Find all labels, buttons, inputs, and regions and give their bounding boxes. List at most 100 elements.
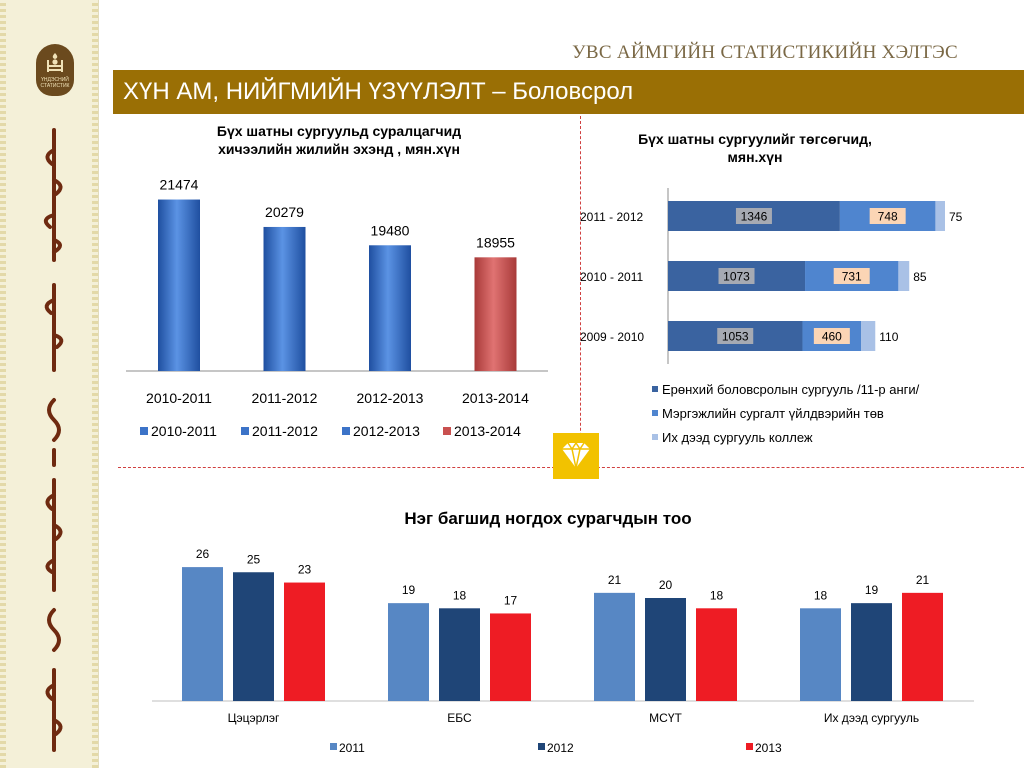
chart3-title: Нэг багшид ногдох сурагчдын тоо	[404, 509, 691, 528]
data-label-box	[813, 328, 850, 344]
enrollment-bar	[474, 257, 517, 371]
graduates-value-label: 1053	[722, 330, 749, 344]
legend-swatch	[342, 427, 350, 435]
students-per-teacher-chart: Нэг багшид ногдох сурагчдын тоо 26 25 23 Цэ…	[152, 509, 974, 755]
graduates-value-label: 731	[842, 270, 862, 284]
legend-label: Их дээд сургууль коллеж	[662, 430, 813, 445]
graduates-value-label: 460	[822, 330, 842, 344]
data-label-box	[735, 208, 772, 224]
ratio-value-label: 23	[298, 563, 312, 577]
enrollment-category-label: 2013-2014	[462, 390, 529, 406]
legend-label: 2012	[547, 741, 574, 755]
ratio-bar	[851, 603, 892, 701]
legend-label: 2011-2012	[252, 423, 318, 439]
ratio-value-label: 17	[504, 593, 518, 607]
graduates-category-label: 2009 - 2010	[580, 330, 644, 344]
ratio-category-label: Их дээд сургууль	[824, 711, 919, 725]
chart1-title-line1: Бүх шатны сургуульд суралцагчид	[217, 123, 461, 139]
decorative-sidebar: ҮНДЭСНИЙ СТАТИСТИК	[0, 0, 99, 768]
graduates-bar-segment	[861, 321, 876, 351]
graduates-value-label: 75	[949, 210, 963, 224]
ratio-bar	[233, 572, 274, 701]
vertical-divider	[580, 116, 581, 466]
ratio-value-label: 19	[865, 583, 879, 597]
data-label-box	[833, 268, 870, 284]
ratio-bar	[439, 608, 480, 701]
enrollment-value-label: 21474	[160, 177, 199, 193]
graduates-value-label: 1073	[723, 270, 750, 284]
legend-label: Ерөнхий боловсролын сургууль /11-р анги/	[662, 382, 920, 397]
ratio-value-label: 19	[402, 583, 416, 597]
ratio-value-label: 25	[247, 552, 261, 566]
data-label-box	[717, 328, 754, 344]
graduates-bar-segment	[898, 261, 910, 291]
graduates-bar-segment	[935, 201, 945, 231]
enrollment-category-label: 2011-2012	[252, 390, 318, 406]
legend-label: 2012-2013	[353, 423, 420, 439]
ratio-value-label: 18	[710, 588, 724, 602]
ratio-bar	[284, 582, 325, 701]
mongolian-script-decoration	[43, 128, 64, 752]
legend-label: 2013-2014	[454, 423, 521, 439]
org-title: УВС АЙМГИЙН СТАТИСТИКИЙН ХЭЛТЭС	[572, 42, 958, 63]
ratio-bar	[696, 608, 737, 701]
banner-title: ХҮН АМ, НИЙГМИЙН ҮЗҮҮЛЭЛТ – Боловсрол	[123, 78, 634, 105]
graduates-stacked-bar-chart: Бүх шатны сургуулийг төгсөгчид, мян.хүн …	[580, 131, 963, 445]
legend-label: 2013	[755, 741, 782, 755]
ratio-bar	[645, 598, 686, 701]
graduates-value-label: 748	[878, 210, 898, 224]
data-label-box	[718, 268, 755, 284]
chart1-title-line2: хичээлийн жилийн эхэнд , мян.хүн	[218, 141, 460, 157]
soyombo-emblem-icon: ҮНДЭСНИЙ СТАТИСТИК	[36, 44, 74, 96]
ratio-value-label: 21	[916, 573, 930, 587]
legend-swatch	[538, 743, 545, 750]
diamond-icon	[553, 433, 599, 479]
ratio-category-label: МСҮТ	[649, 711, 682, 725]
legend-swatch	[652, 410, 658, 416]
chart2-title-line2: мян.хүн	[728, 149, 783, 165]
ratio-value-label: 26	[196, 547, 210, 561]
graduates-value-label: 110	[879, 330, 898, 344]
enrollment-value-label: 20279	[265, 204, 304, 220]
legend-swatch	[330, 743, 337, 750]
enrollment-bar	[263, 226, 306, 371]
ratio-category-label: ЕБС	[447, 711, 472, 725]
legend-swatch	[443, 427, 451, 435]
enrollment-category-label: 2010-2011	[146, 390, 212, 406]
title-banner: ХҮН АМ, НИЙГМИЙН ҮЗҮҮЛЭЛТ – Боловсрол	[113, 70, 1024, 114]
border-stripe	[0, 0, 6, 768]
ratio-bar	[594, 592, 635, 701]
legend-swatch	[241, 427, 249, 435]
graduates-value-label: 85	[913, 270, 927, 284]
ratio-bar	[902, 592, 943, 701]
enrollment-value-label: 19480	[371, 222, 410, 238]
ratio-bar	[182, 567, 223, 701]
chart2-title-line1: Бүх шатны сургуулийг төгсөгчид,	[638, 131, 872, 147]
ratio-value-label: 20	[659, 578, 673, 592]
ratio-value-label: 18	[453, 588, 467, 602]
logo-caption: ҮНДЭСНИЙ СТАТИСТИК	[40, 77, 70, 89]
enrollment-bar-chart: Бүх шатны сургуульд суралцагчид хичээлий…	[126, 123, 548, 439]
ratio-value-label: 18	[814, 588, 828, 602]
legend-label: 2010-2011	[151, 423, 217, 439]
legend-label: 2011	[339, 741, 365, 755]
enrollment-bar	[158, 199, 200, 371]
graduates-value-label: 1346	[741, 210, 768, 224]
ratio-category-label: Цэцэрлэг	[228, 711, 280, 725]
legend-swatch	[652, 386, 658, 392]
ratio-bar	[800, 608, 841, 701]
ratio-bar	[490, 613, 531, 701]
ratio-bar	[388, 603, 429, 701]
enrollment-bar	[369, 245, 411, 371]
border-stripe	[92, 0, 98, 768]
enrollment-value-label: 18955	[476, 234, 515, 250]
data-label-box	[869, 208, 906, 224]
legend-swatch	[652, 434, 658, 440]
legend-swatch	[140, 427, 148, 435]
soyombo-glyph	[47, 53, 63, 72]
legend-label: Мэргэжлийн сургалт үйлдвэрийн төв	[662, 406, 884, 421]
graduates-category-label: 2010 - 2011	[580, 270, 643, 284]
ratio-value-label: 21	[608, 573, 622, 587]
legend-swatch	[746, 743, 753, 750]
enrollment-category-label: 2012-2013	[357, 390, 424, 406]
